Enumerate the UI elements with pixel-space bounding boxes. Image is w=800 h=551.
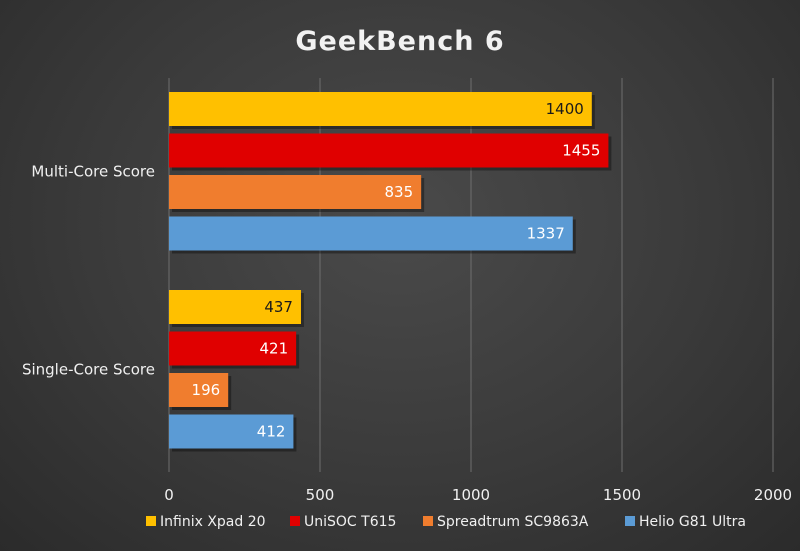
x-axis-ticks: 0 500 1000 1500 2000 (164, 486, 792, 504)
x-tick-label: 1000 (452, 486, 490, 504)
x-tick-label: 500 (306, 486, 335, 504)
bar (169, 373, 229, 407)
bar (169, 92, 592, 126)
legend-label: Spreadtrum SC9863A (437, 514, 589, 530)
legend: Infinix Xpad 20 UniSOC T615 Spreadtrum SC9… (146, 514, 746, 530)
legend-swatch (625, 516, 635, 526)
legend-item: UniSOC T615 (290, 514, 396, 530)
data-label: 1400 (546, 100, 584, 118)
legend-item: Spreadtrum SC9863A (423, 514, 589, 530)
category-labels: Multi-Core Score Single-Core Score (22, 162, 155, 378)
legend-item: Helio G81 Ultra (625, 514, 746, 530)
legend-label: UniSOC T615 (304, 514, 396, 530)
legend-item: Infinix Xpad 20 (146, 514, 266, 530)
data-label: 835 (385, 183, 414, 201)
data-label: 1455 (562, 142, 600, 160)
bar (169, 216, 573, 251)
legend-swatch (423, 516, 433, 526)
bar (169, 290, 301, 324)
bar (169, 175, 422, 209)
x-tick-label: 0 (164, 486, 174, 504)
data-label: 421 (260, 340, 289, 358)
bar (169, 414, 294, 449)
category-label: Single-Core Score (22, 360, 155, 378)
legend-label: Infinix Xpad 20 (160, 514, 266, 530)
category-label: Multi-Core Score (31, 162, 155, 180)
legend-label: Helio G81 Ultra (639, 514, 746, 530)
x-tick-label: 1500 (603, 486, 641, 504)
legend-swatch (290, 516, 300, 526)
bar (169, 133, 609, 168)
data-label: 412 (257, 423, 286, 441)
legend-swatch (146, 516, 156, 526)
x-tick-label: 2000 (754, 486, 792, 504)
data-label: 1337 (527, 225, 565, 243)
chart-title: GeekBench 6 (295, 26, 504, 57)
bars: 1400 1455 835 1337 437 421 196 412 (169, 92, 612, 452)
data-label: 196 (192, 381, 221, 399)
data-label: 437 (264, 298, 293, 316)
bar (169, 331, 297, 366)
